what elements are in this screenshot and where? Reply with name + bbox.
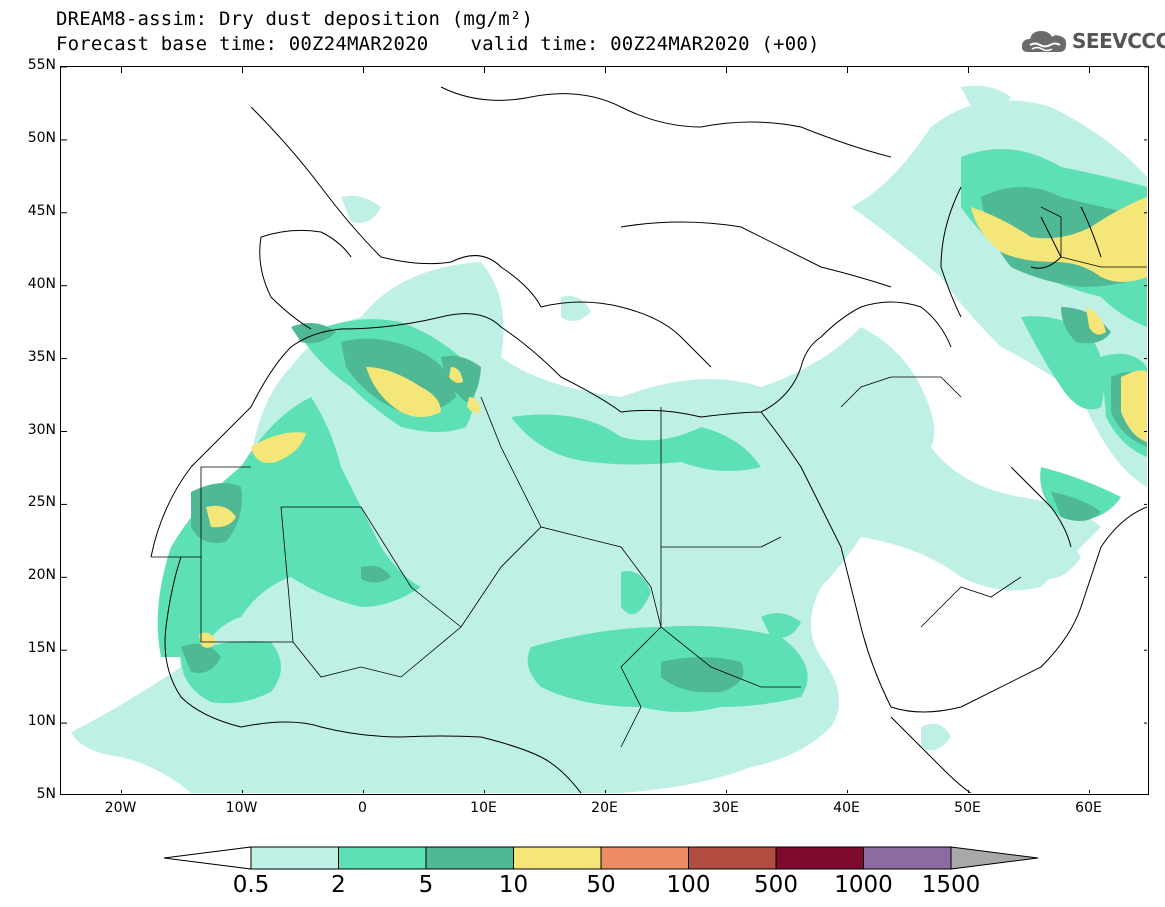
colorbar-label: 10 — [498, 872, 529, 898]
colorbar-segment — [513, 846, 602, 870]
valid-time: valid time: 00Z24MAR2020 (+00) — [470, 33, 820, 55]
dust-deposition-map — [60, 66, 1149, 795]
lat-label: 45N — [27, 202, 56, 219]
lon-label: 10E — [470, 800, 497, 816]
lon-label: 60E — [1075, 800, 1102, 816]
colorbar-label: 100 — [666, 872, 711, 898]
colorbar-segment — [600, 846, 689, 870]
country-borders — [151, 206, 1147, 748]
colorbar-label: 500 — [754, 872, 798, 898]
lon-label: 40E — [833, 800, 860, 816]
logo-text: SEEVCCC — [1072, 29, 1165, 53]
colorbar-label: 2 — [331, 872, 346, 898]
colorbar-segment — [863, 846, 952, 870]
axis-ticks — [61, 67, 1147, 793]
lon-label: 0 — [358, 800, 367, 816]
cloud-icon — [1021, 31, 1067, 52]
lon-label: 20W — [104, 800, 137, 816]
colorbar-segment — [775, 846, 864, 870]
coastlines-borders — [150, 86, 1147, 793]
colorbar-label: 50 — [586, 872, 616, 898]
lat-label: 30N — [27, 421, 56, 438]
colorbar-label: 5 — [418, 872, 434, 898]
colorbar-segment — [250, 846, 339, 870]
lat-label: 5N — [36, 786, 56, 802]
lon-label: 30E — [712, 800, 739, 816]
colorbar-segment — [425, 846, 514, 870]
lon-label: 50E — [954, 800, 981, 816]
lat-label: 50N — [27, 129, 56, 146]
colorbar — [163, 846, 1039, 870]
lat-label: 15N — [27, 640, 56, 657]
colorbar-label: 0.5 — [232, 872, 270, 898]
lat-label: 10N — [27, 713, 56, 730]
lat-label: 35N — [27, 348, 56, 365]
map-title: DREAM8-assim: Dry dust deposition (mg/m²… — [56, 8, 534, 30]
colorbar-upper-arrow — [950, 846, 1039, 870]
dust-contour-10-50 — [199, 197, 1147, 648]
colorbar-lower-arrow — [163, 846, 252, 870]
time-info: Forecast base time: 00Z24MAR2020 valid ti… — [56, 33, 820, 55]
forecast-base-time: Forecast base time: 00Z24MAR2020 — [56, 33, 429, 55]
lon-label: 20E — [591, 800, 618, 816]
lat-label: 20N — [27, 567, 56, 584]
lat-label: 25N — [27, 494, 56, 511]
seevccc-logo: SEEVCCC — [1020, 26, 1165, 56]
lat-label: 55N — [27, 57, 56, 73]
colorbar-segment — [338, 846, 427, 870]
colorbar-segment — [688, 846, 777, 870]
colorbar-label: 1500 — [921, 872, 981, 898]
lon-label: 10W — [225, 800, 258, 816]
lat-label: 40N — [27, 275, 56, 292]
colorbar-label: 1000 — [834, 872, 893, 898]
